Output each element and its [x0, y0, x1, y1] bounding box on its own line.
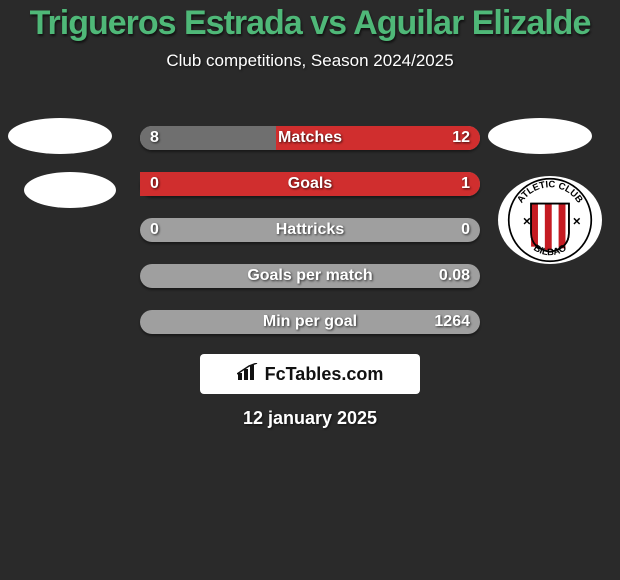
page-title: Trigueros Estrada vs Aguilar Elizalde: [0, 0, 620, 43]
stat-label: Hattricks: [140, 218, 480, 242]
bars-icon: [237, 363, 259, 386]
value-right: 0.08: [439, 264, 470, 288]
watermark-text: FcTables.com: [265, 364, 384, 385]
svg-text:BILBAO: BILBAO: [531, 243, 568, 259]
stat-row-goals-per-match: Goals per match0.08: [140, 264, 480, 288]
value-right: 1: [461, 172, 470, 196]
stat-label: Matches: [140, 126, 480, 150]
stat-row-min-per-goal: Min per goal1264: [140, 310, 480, 334]
athletic-crest-icon: ATLETIC CLUB BILBAO ✕ ✕: [507, 177, 593, 263]
stats-bars: 8Matches120Goals10Hattricks0Goals per ma…: [140, 126, 480, 356]
svg-text:✕: ✕: [572, 217, 581, 228]
stat-label: Goals: [140, 172, 480, 196]
subtitle: Club competitions, Season 2024/2025: [0, 51, 620, 71]
badge-right-2-athletic: ATLETIC CLUB BILBAO ✕ ✕: [498, 176, 602, 264]
stat-label: Goals per match: [140, 264, 480, 288]
svg-text:✕: ✕: [522, 217, 531, 228]
value-right: 1264: [434, 310, 470, 334]
date-text: 12 january 2025: [0, 408, 620, 429]
badge-left-1-placeholder: [8, 118, 112, 154]
value-right: 0: [461, 218, 470, 242]
svg-text:ATLETIC CLUB: ATLETIC CLUB: [515, 179, 585, 205]
watermark: FcTables.com: [200, 354, 420, 394]
badge-left-2-placeholder: [24, 172, 116, 208]
stat-label: Min per goal: [140, 310, 480, 334]
stat-row-matches: 8Matches12: [140, 126, 480, 150]
value-right: 12: [452, 126, 470, 150]
stat-row-goals: 0Goals1: [140, 172, 480, 196]
badge-right-1-placeholder: [488, 118, 592, 154]
stat-row-hattricks: 0Hattricks0: [140, 218, 480, 242]
